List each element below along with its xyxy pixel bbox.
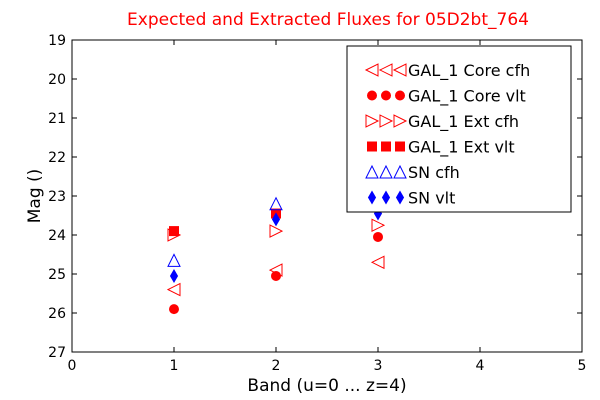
legend-marker <box>395 190 405 205</box>
legend-marker <box>381 90 391 101</box>
x-tick-label: 3 <box>374 358 383 374</box>
data-point <box>169 268 179 283</box>
x-tick-label: 2 <box>272 358 281 374</box>
data-point <box>169 226 179 237</box>
legend-marker <box>381 190 391 205</box>
legend-item: GAL_1 Core vlt <box>367 87 526 107</box>
series-1 <box>169 231 383 315</box>
legend-marker <box>379 164 393 179</box>
legend-item: SN vlt <box>367 189 455 208</box>
legend-marker <box>395 90 405 101</box>
x-tick-label: 1 <box>170 358 179 374</box>
legend-label: GAL_1 Core cfh <box>408 61 530 81</box>
legend-label: SN vlt <box>408 189 455 208</box>
data-point <box>371 218 386 233</box>
x-tick-label: 4 <box>476 358 485 374</box>
data-point <box>167 253 181 267</box>
data-point <box>370 255 385 270</box>
legend-marker <box>365 164 379 179</box>
legend-label: GAL_1 Ext cfh <box>408 112 519 132</box>
legend-marker <box>392 63 407 77</box>
x-axis-ticks: 0 1 2 3 4 5 <box>68 40 587 374</box>
data-point <box>271 270 281 281</box>
legend-marker <box>393 114 408 128</box>
data-point <box>269 224 284 238</box>
x-tick-label: 5 <box>578 358 587 374</box>
legend-marker <box>365 114 380 128</box>
y-tick-label: 25 <box>48 267 66 283</box>
legend-label: GAL_1 Core vlt <box>408 87 526 107</box>
legend-marker <box>367 90 377 101</box>
legend-box <box>346 45 572 213</box>
y-tick-label: 26 <box>48 306 66 322</box>
legend-label: SN cfh <box>408 163 460 182</box>
data-point <box>269 196 283 211</box>
chart-title: Expected and Extracted Fluxes for 05D2bt… <box>127 10 529 30</box>
legend-item: GAL_1 Ext cfh <box>365 112 519 132</box>
legend-marker <box>381 141 391 152</box>
y-tick-label: 22 <box>48 150 66 166</box>
legend: GAL_1 Core cfh GAL_1 Core vlt GAL_1 Ext cf… <box>346 45 572 213</box>
y-tick-label: 27 <box>48 345 66 361</box>
legend-item: GAL_1 Ext vlt <box>367 138 515 158</box>
data-point <box>166 282 181 297</box>
y-tick-label: 23 <box>48 189 66 205</box>
legend-marker <box>379 114 394 128</box>
legend-label: GAL_1 Ext vlt <box>408 138 515 158</box>
legend-marker <box>367 141 377 152</box>
x-tick-label: 0 <box>68 358 77 374</box>
legend-marker <box>393 164 407 179</box>
y-tick-label: 24 <box>48 228 66 244</box>
y-tick-label: 20 <box>48 72 66 88</box>
y-tick-label: 19 <box>48 33 66 49</box>
data-point <box>373 231 383 242</box>
x-axis-label: Band (u=0 ... z=4) <box>247 376 406 396</box>
data-point <box>271 212 281 227</box>
y-axis-ticks: 19 20 21 22 23 24 25 26 27 <box>48 33 582 361</box>
legend-marker <box>367 190 377 205</box>
legend-marker <box>395 141 405 152</box>
y-axis-label: Mag () <box>25 169 45 224</box>
y-tick-label: 21 <box>48 111 66 127</box>
legend-marker <box>378 63 393 77</box>
data-point <box>169 304 179 315</box>
legend-item: SN cfh <box>365 163 460 182</box>
legend-item: GAL_1 Core cfh <box>364 61 530 81</box>
legend-marker <box>364 63 379 77</box>
